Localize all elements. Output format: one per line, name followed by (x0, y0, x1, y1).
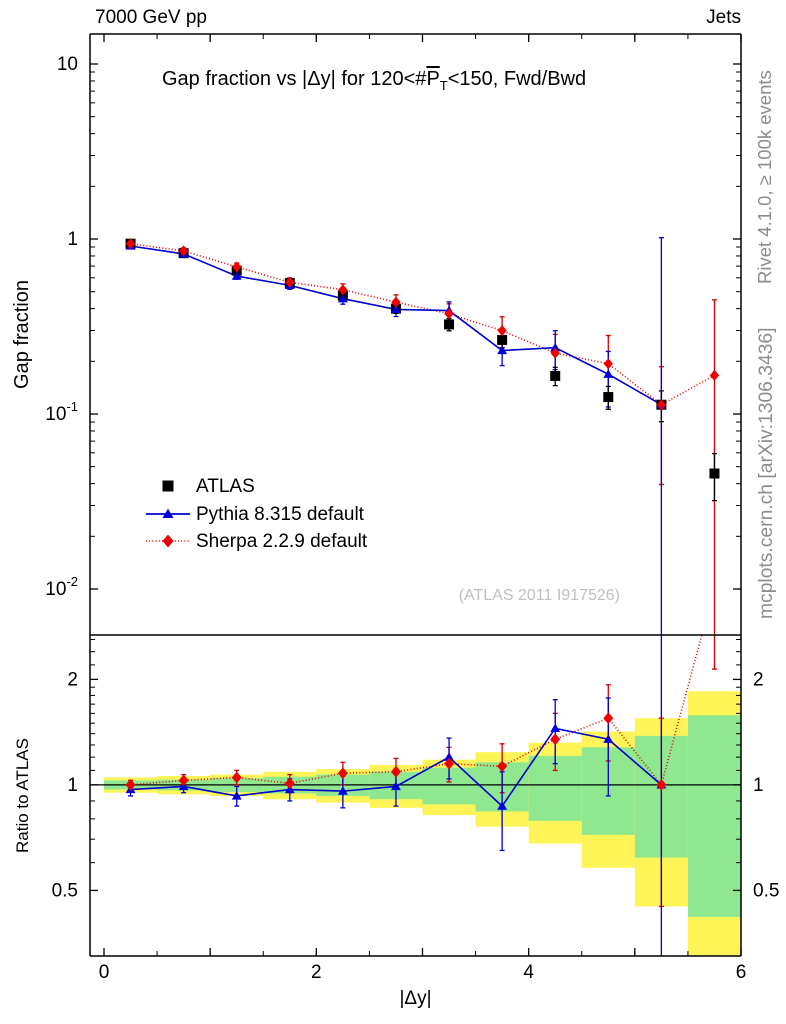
svg-text:2: 2 (311, 962, 322, 983)
svg-text:1: 1 (753, 775, 764, 796)
svg-text:1: 1 (67, 229, 78, 250)
svg-text:Gap fraction vs |Δy| for 120<#: Gap fraction vs |Δy| for 120<#PT<150, Fw… (162, 68, 586, 93)
svg-text:0.5: 0.5 (753, 880, 779, 901)
svg-text:|Δy|: |Δy| (399, 988, 431, 1009)
svg-text:0.5: 0.5 (52, 880, 78, 901)
svg-text:Rivet 4.1.0, ≥ 100k events: Rivet 4.1.0, ≥ 100k events (754, 70, 775, 284)
svg-text:Pythia 8.315 default: Pythia 8.315 default (196, 504, 365, 525)
svg-text:(ATLAS 2011 I917526): (ATLAS 2011 I917526) (459, 587, 620, 604)
svg-text:6: 6 (736, 962, 747, 983)
svg-text:ATLAS: ATLAS (196, 476, 255, 497)
svg-text:7000 GeV pp: 7000 GeV pp (95, 7, 207, 28)
svg-text:1: 1 (67, 775, 78, 796)
svg-text:2: 2 (67, 669, 78, 690)
svg-text:Sherpa 2.2.9 default: Sherpa 2.2.9 default (196, 531, 368, 552)
svg-text:10: 10 (57, 54, 78, 75)
svg-text:Gap fraction: Gap fraction (11, 280, 33, 389)
svg-text:mcplots.cern.ch [arXiv:1306.34: mcplots.cern.ch [arXiv:1306.3436] (756, 327, 777, 619)
svg-text:4: 4 (523, 962, 534, 983)
svg-text:Ratio to ATLAS: Ratio to ATLAS (13, 738, 32, 853)
svg-text:Jets: Jets (706, 7, 741, 28)
svg-text:2: 2 (753, 669, 764, 690)
svg-text:0: 0 (99, 962, 110, 983)
